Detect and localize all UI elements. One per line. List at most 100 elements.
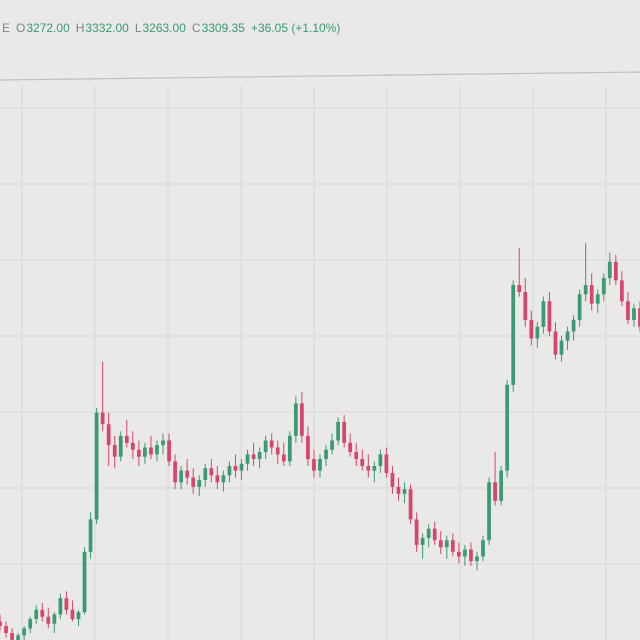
candle-up <box>318 459 322 471</box>
candle-up <box>577 294 582 320</box>
high-value: H 3332.00 <box>76 21 129 35</box>
candle-up <box>82 551 87 613</box>
low-label: L <box>134 21 142 35</box>
candle-up <box>565 331 570 341</box>
candle-down <box>70 609 75 620</box>
candle-down <box>384 454 389 473</box>
candle-down <box>613 261 618 281</box>
candle-down <box>10 633 14 640</box>
candle-up <box>378 454 383 466</box>
candle-down <box>4 626 8 634</box>
candle-down <box>529 319 534 339</box>
candle-down <box>342 421 347 443</box>
candle-up <box>28 619 33 629</box>
candle-up <box>203 468 208 480</box>
candle-down <box>64 598 69 610</box>
candle-up <box>420 537 425 545</box>
candle-down <box>173 461 177 483</box>
candle-down <box>517 285 522 292</box>
candle-down <box>40 609 45 617</box>
candle-down <box>553 331 558 355</box>
low-number: 3263.00 <box>142 21 186 35</box>
candle-up <box>239 463 244 471</box>
candle-up <box>76 612 81 620</box>
low-value: L 3263.00 <box>135 21 186 35</box>
candle-down <box>275 447 280 455</box>
candle-down <box>547 301 552 332</box>
candle-down <box>414 519 419 545</box>
candle-down <box>626 301 630 320</box>
candle-up <box>88 519 93 552</box>
candle-down <box>493 482 497 501</box>
candle-down <box>360 459 365 466</box>
candle-up <box>499 470 504 501</box>
candle-up <box>571 319 576 332</box>
candle-up <box>372 466 377 471</box>
candle-up <box>583 285 588 295</box>
candle-down <box>408 489 413 520</box>
candle-up <box>197 479 202 487</box>
series-name-fragment: E <box>2 21 11 35</box>
candle-up <box>426 528 431 538</box>
candle-down <box>185 470 190 478</box>
candle-up <box>221 475 226 483</box>
candle-down <box>366 466 371 471</box>
candle-down <box>300 403 304 436</box>
candle-up <box>94 412 99 520</box>
candle-down <box>149 447 153 455</box>
candle-down <box>233 466 238 471</box>
open-value: O 3272.00 <box>16 21 70 35</box>
header-divider <box>0 71 640 81</box>
candle-down <box>523 292 528 320</box>
candle-up <box>34 609 39 620</box>
candle-up <box>535 326 540 339</box>
candle-up <box>324 449 328 460</box>
candle-up <box>161 440 165 446</box>
candle-up <box>179 470 184 483</box>
candle-up <box>16 635 20 640</box>
candle-down <box>100 412 105 425</box>
candle-up <box>487 482 491 541</box>
candle-up <box>475 556 479 562</box>
high-label: H <box>75 21 85 35</box>
candle-down <box>306 435 310 460</box>
candle-up <box>52 614 57 624</box>
high-number: 3332.00 <box>85 21 129 35</box>
candle-up <box>155 445 159 455</box>
candle-down <box>112 445 117 457</box>
close-number: 3309.35 <box>201 21 245 35</box>
candle-down <box>209 468 214 476</box>
candle-down <box>354 452 359 460</box>
candle-up <box>118 435 123 457</box>
candle-down <box>450 540 455 552</box>
price-change: +36.05 (+1.10%) <box>250 21 341 35</box>
candle-up <box>463 549 467 557</box>
candle-down <box>106 424 111 446</box>
candle-up <box>336 421 340 441</box>
candle-up <box>632 308 636 320</box>
candle-up <box>257 452 262 460</box>
candle-down <box>124 435 129 443</box>
ohlc-header: E O 3272.00 H 3332.00 L 3263.00 C 3309.35 +3… <box>0 14 640 42</box>
candle-down <box>0 621 2 627</box>
candle-down <box>167 440 171 462</box>
candle-down <box>269 440 274 448</box>
candle-up <box>143 447 147 457</box>
candle-down <box>312 459 316 471</box>
candle-down <box>432 528 437 541</box>
candle-down <box>281 454 286 462</box>
candle-up <box>227 466 232 476</box>
candle-down <box>589 285 594 304</box>
candle-up <box>511 285 516 385</box>
candles <box>0 243 640 640</box>
candle-down <box>638 308 640 327</box>
candle-up <box>293 403 298 436</box>
candle-down <box>396 486 401 494</box>
candle-down <box>46 616 51 624</box>
candle-down <box>438 540 443 548</box>
candle-down <box>191 477 196 487</box>
candle-up <box>58 598 63 615</box>
candle-up <box>245 454 250 464</box>
close-value: C 3309.35 <box>192 21 245 35</box>
